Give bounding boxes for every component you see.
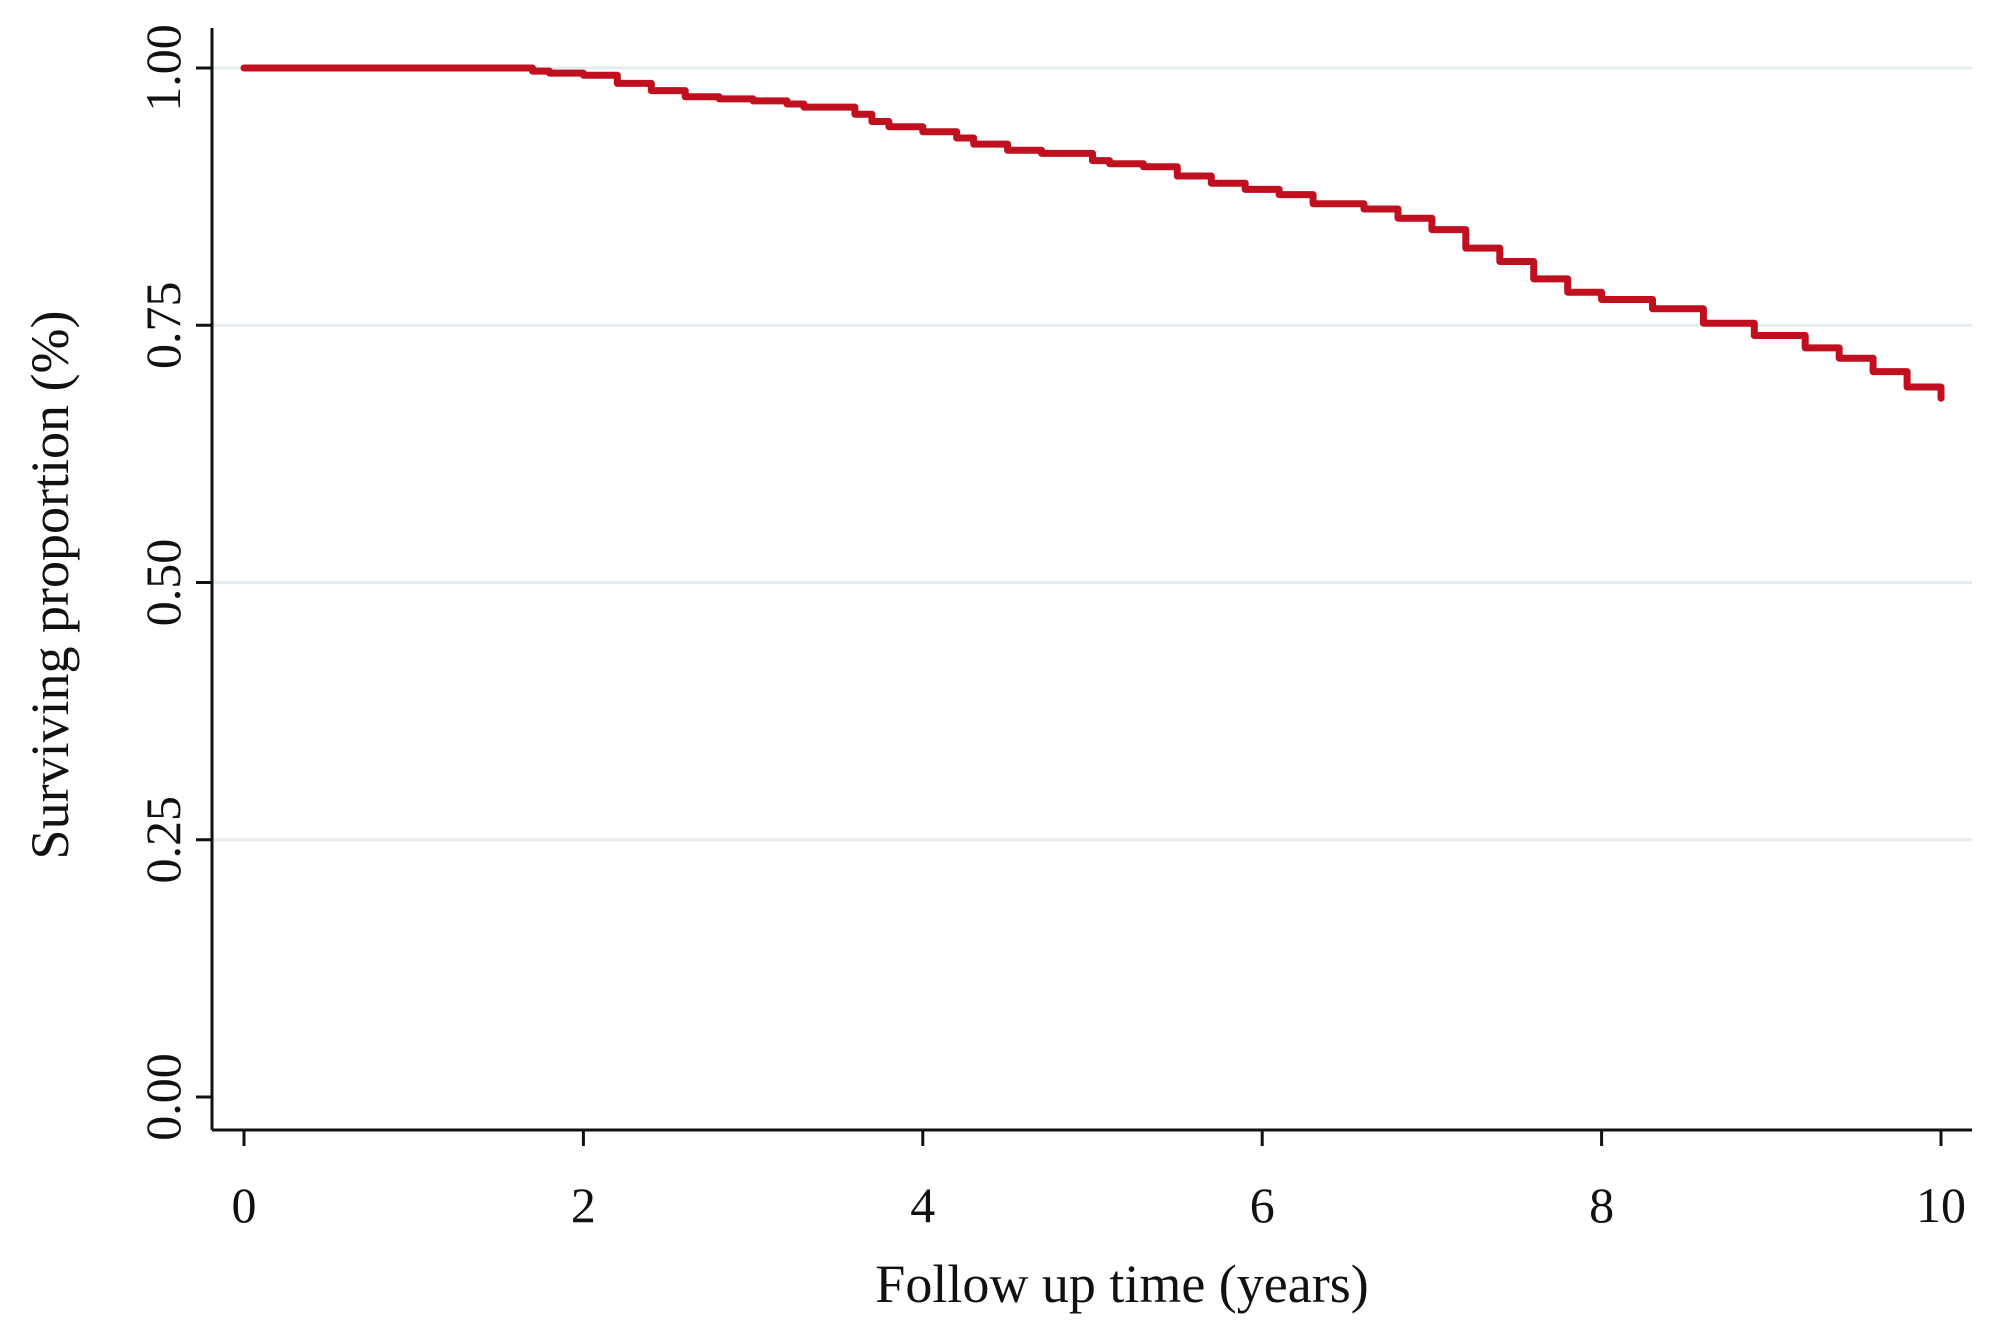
survival-curve — [240, 64, 1945, 402]
x-tick-label: 0 — [232, 1177, 257, 1233]
y-tick-label: 0.75 — [135, 282, 191, 370]
axes — [210, 28, 1972, 1132]
y-tick-label: 1.00 — [135, 24, 191, 112]
y-tick-label: 0.50 — [135, 539, 191, 627]
x-axis-title: Follow up time (years) — [875, 1254, 1368, 1314]
x-tick-label: 8 — [1589, 1177, 1614, 1233]
y-axis-title: Surviving proportion (%) — [20, 311, 80, 860]
ticks: 0 2 4 6 8 10 0.00 0.25 0.50 0.75 1.00 — [135, 24, 1966, 1233]
y-tick-label: 0.00 — [135, 1053, 191, 1141]
x-tick-label: 10 — [1916, 1177, 1966, 1233]
series-layer — [240, 64, 1945, 402]
x-tick-label: 6 — [1250, 1177, 1275, 1233]
gridlines — [212, 66, 1972, 842]
y-tick-label: 0.25 — [135, 796, 191, 884]
x-tick-label: 2 — [571, 1177, 596, 1233]
x-tick-label: 4 — [910, 1177, 935, 1233]
